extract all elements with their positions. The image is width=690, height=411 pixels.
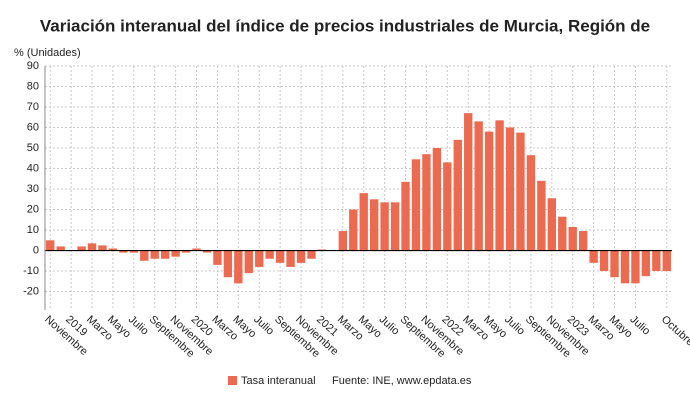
- bar: [244, 250, 253, 274]
- bar: [98, 245, 107, 251]
- bar: [192, 248, 201, 251]
- bar: [464, 113, 473, 251]
- y-tick-label: 40: [27, 162, 39, 174]
- y-tick-label: 90: [27, 60, 39, 72]
- bar: [296, 250, 306, 263]
- bar: [213, 250, 222, 265]
- bar: [662, 250, 671, 272]
- bar: [275, 250, 285, 263]
- bar: [140, 250, 149, 261]
- bar: [443, 162, 452, 251]
- bar: [547, 198, 557, 251]
- bar: [537, 180, 546, 251]
- legend-swatch: [228, 376, 237, 385]
- legend-label: Tasa interanual: [241, 375, 316, 387]
- bar: [422, 154, 431, 251]
- y-tick-label: 50: [27, 142, 39, 154]
- bar: [234, 250, 243, 284]
- bar: [56, 246, 65, 251]
- bar: [119, 250, 128, 253]
- bar: [160, 250, 170, 259]
- bar: [578, 231, 588, 251]
- bar: [631, 250, 640, 284]
- bar: [411, 159, 421, 251]
- bar: [223, 250, 233, 278]
- chart-title: Variación interanual del índice de preci…: [40, 16, 650, 35]
- bar: [474, 121, 483, 251]
- bar: [171, 250, 180, 257]
- bar: [150, 250, 159, 259]
- bar: [558, 216, 567, 251]
- bar: [505, 127, 515, 251]
- bar: [255, 250, 264, 267]
- bar: [495, 120, 504, 251]
- bar: [599, 250, 609, 272]
- y-tick-label: 80: [27, 80, 39, 92]
- y-tick-label: -20: [23, 285, 39, 297]
- bar: [568, 226, 577, 251]
- bar: [652, 250, 661, 272]
- bar: [359, 193, 368, 251]
- y-tick-label: 10: [27, 224, 39, 236]
- bar: [108, 248, 118, 251]
- bar: [380, 202, 389, 251]
- y-tick-label: 30: [27, 183, 39, 195]
- bar: [453, 139, 462, 251]
- bar: [516, 132, 525, 251]
- bar: [369, 199, 379, 251]
- bar: [77, 246, 86, 251]
- bar: [484, 131, 494, 251]
- y-tick-label: 70: [27, 101, 39, 113]
- bar: [202, 250, 212, 253]
- y-axis-label: % (Unidades): [14, 47, 81, 59]
- bar: [610, 250, 619, 278]
- bar: [390, 202, 400, 251]
- bar: [526, 155, 536, 251]
- bar: [286, 250, 295, 267]
- bar: [641, 250, 651, 277]
- bar: [432, 148, 442, 251]
- y-tick-label: -10: [23, 265, 39, 277]
- bar: [129, 250, 139, 253]
- bar: [401, 181, 410, 251]
- y-tick-label: 0: [33, 244, 39, 256]
- bar: [265, 250, 274, 259]
- bar: [46, 240, 55, 251]
- bar: [338, 231, 348, 251]
- bar: [307, 250, 316, 259]
- bar: [87, 243, 97, 251]
- bar: [620, 250, 630, 284]
- bar: [589, 250, 598, 263]
- y-tick-label: 20: [27, 203, 39, 215]
- y-tick-label: 60: [27, 121, 39, 133]
- source: Fuente: INE, www.epdata.es: [332, 375, 472, 387]
- bar: [181, 250, 191, 253]
- bar: [349, 209, 358, 251]
- x-tick-label: Octubre: [659, 313, 690, 348]
